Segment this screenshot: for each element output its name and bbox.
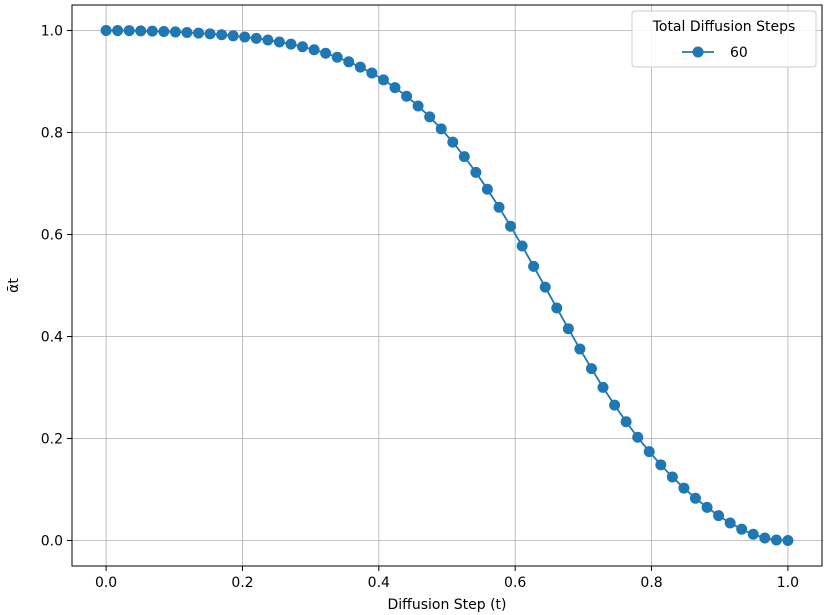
plot-frame xyxy=(71,4,823,567)
data-point xyxy=(227,30,239,42)
data-point xyxy=(505,220,517,232)
data-point xyxy=(320,47,332,59)
y-tick-label: 0.4 xyxy=(41,330,63,346)
legend-marker-swatch xyxy=(692,46,704,58)
data-point xyxy=(736,523,748,535)
data-point xyxy=(609,399,621,411)
x-tick-label: 0.0 xyxy=(95,575,117,591)
legend: Total Diffusion Steps 60 xyxy=(631,10,817,68)
data-point xyxy=(678,482,690,494)
x-tick-label: 0.4 xyxy=(368,575,390,591)
data-point xyxy=(216,29,228,41)
data-point xyxy=(354,61,366,73)
legend-box xyxy=(631,10,817,68)
data-point xyxy=(123,25,135,37)
data-point xyxy=(181,26,193,38)
series-layer xyxy=(100,25,794,546)
x-axis-label: Diffusion Step (t) xyxy=(388,597,507,613)
tick-layer: 0.0 0.2 0.4 0.6 0.8 1.0 0.0 0.2 0.4 0.6 0.8 1.0 xyxy=(41,24,799,592)
y-tick-label: 0.6 xyxy=(41,228,63,244)
data-point xyxy=(389,82,401,94)
data-point xyxy=(782,535,794,546)
data-point xyxy=(331,51,343,63)
data-point xyxy=(585,363,597,375)
legend-title: Total Diffusion Steps xyxy=(652,19,796,35)
data-point xyxy=(493,201,505,213)
data-point xyxy=(481,183,493,195)
data-point xyxy=(666,471,678,483)
data-point xyxy=(655,459,667,471)
data-point xyxy=(308,44,320,56)
y-tick-label: 1.0 xyxy=(41,24,63,40)
data-point xyxy=(412,100,424,112)
y-tick-label: 0.0 xyxy=(41,534,63,550)
data-point xyxy=(100,25,112,36)
data-point xyxy=(285,38,297,50)
data-point xyxy=(770,534,782,546)
data-point xyxy=(539,281,551,293)
y-axis-label: ᾱt xyxy=(6,278,22,293)
data-point xyxy=(273,36,285,48)
data-point xyxy=(562,323,574,335)
data-point xyxy=(135,25,147,37)
data-point xyxy=(377,74,389,86)
data-point xyxy=(597,381,609,393)
data-point xyxy=(643,446,655,458)
data-point xyxy=(401,90,413,102)
data-point xyxy=(146,25,158,37)
data-point xyxy=(713,510,725,522)
data-point xyxy=(424,111,436,123)
data-point xyxy=(516,240,528,252)
data-point xyxy=(193,27,205,39)
data-point xyxy=(470,166,482,178)
data-point xyxy=(158,26,170,38)
data-point xyxy=(458,151,470,163)
data-point xyxy=(239,31,251,43)
data-point xyxy=(632,431,644,443)
data-point xyxy=(112,25,124,37)
data-point xyxy=(262,34,274,46)
data-point xyxy=(689,492,701,504)
data-point xyxy=(759,532,771,544)
x-tick-label: 0.6 xyxy=(504,575,526,591)
x-tick-label: 0.2 xyxy=(231,575,253,591)
data-point xyxy=(701,501,713,513)
data-point xyxy=(169,26,181,38)
x-tick-label: 0.8 xyxy=(640,575,662,591)
data-point xyxy=(551,302,563,314)
data-point xyxy=(343,56,355,68)
grid-layer xyxy=(72,5,822,566)
series-line xyxy=(106,29,788,542)
x-tick-label: 1.0 xyxy=(777,575,799,591)
data-point xyxy=(574,343,586,355)
data-point xyxy=(250,32,262,44)
data-point xyxy=(620,416,632,428)
data-point xyxy=(435,123,447,135)
data-point xyxy=(724,517,736,529)
data-point xyxy=(528,260,540,272)
data-point xyxy=(366,67,378,79)
data-point xyxy=(747,528,759,540)
data-point xyxy=(204,28,216,40)
y-tick-label: 0.8 xyxy=(41,126,63,142)
data-point xyxy=(297,41,309,53)
data-point xyxy=(447,136,459,148)
y-tick-label: 0.2 xyxy=(41,432,63,448)
legend-entry-label: 60 xyxy=(730,45,748,61)
